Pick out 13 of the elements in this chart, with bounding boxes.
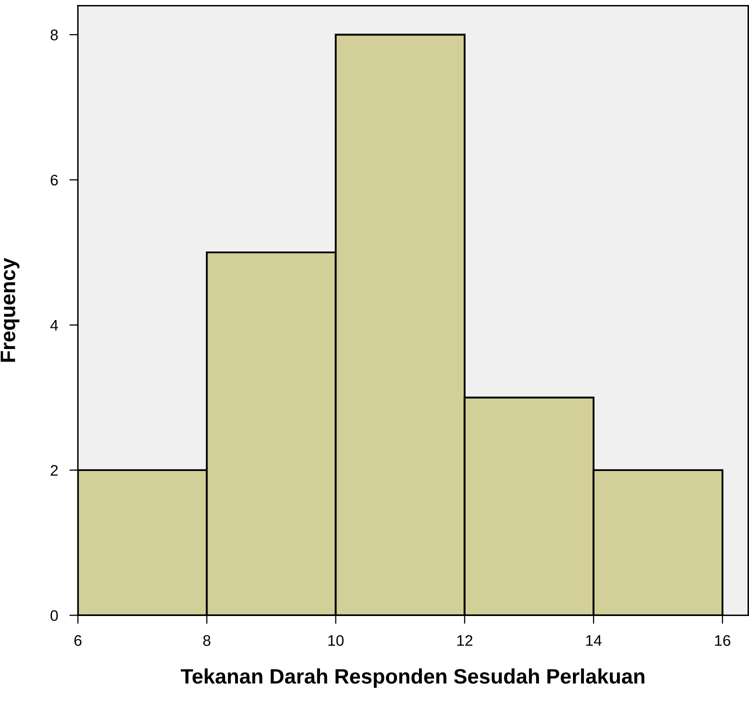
x-tick-label: 14 <box>586 635 602 646</box>
x-tick-label: 10 <box>328 635 344 646</box>
x-tick-label: 6 <box>74 635 82 646</box>
y-tick-label: 0 <box>50 610 58 621</box>
x-tick-label: 16 <box>715 635 730 646</box>
y-tick-label: 4 <box>50 320 58 331</box>
x-axis-title: Tekanan Darah Responden Sesudah Perlakuan <box>180 668 644 688</box>
y-tick-label: 8 <box>50 30 58 40</box>
x-tick-label: 12 <box>457 635 472 646</box>
y-tick-label: 2 <box>50 465 58 476</box>
y-axis-title: Frequency <box>0 258 20 362</box>
x-tick-label: 8 <box>203 635 210 646</box>
y-tick-label: 6 <box>50 174 58 186</box>
